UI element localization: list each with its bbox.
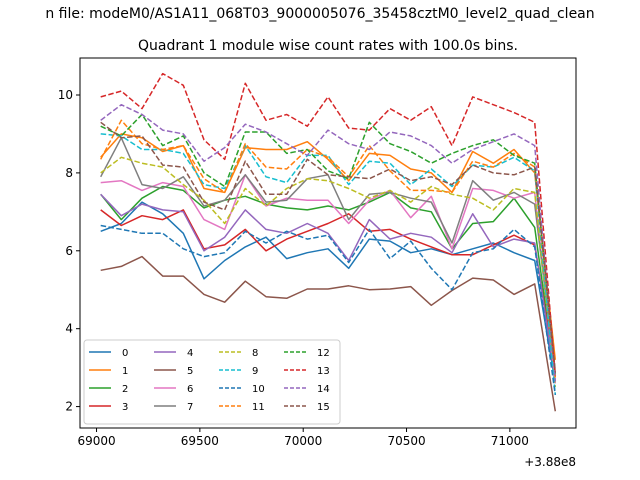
y-tick-label: 8 — [65, 166, 73, 180]
series-4-line — [100, 193, 557, 382]
legend-label-12: 12 — [317, 348, 330, 359]
y-tick-label: 2 — [65, 400, 73, 414]
chart-title: Quadrant 1 module wise count rates with … — [138, 38, 518, 54]
axes-frame — [79, 57, 577, 429]
legend-label-6: 6 — [187, 384, 193, 395]
series-15-line — [100, 121, 557, 372]
figure-suptitle: n file: modeM0/AS1A11_068T03_9000005076_… — [45, 6, 594, 22]
y-tick-label: 10 — [58, 88, 73, 102]
series-11-line — [100, 119, 557, 378]
y-axis: 2 4 6 8 10 — [58, 88, 80, 414]
x-tick-label: 70000 — [284, 434, 322, 448]
series-13-line — [100, 72, 557, 376]
x-tick-label: 70500 — [387, 434, 425, 448]
y-tick-label: 4 — [65, 322, 73, 336]
legend-label-14: 14 — [317, 384, 330, 395]
series-12-line — [100, 113, 557, 374]
series-2-line — [100, 185, 557, 378]
legend-label-1: 1 — [122, 366, 128, 377]
series-6-line — [100, 174, 557, 384]
legend-label-10: 10 — [252, 384, 265, 395]
x-tick-label: 69000 — [77, 434, 115, 448]
legend-label-5: 5 — [187, 366, 193, 377]
x-offset-label: +3.88e8 — [524, 455, 576, 469]
series-0-line — [100, 201, 557, 384]
series-9-line — [100, 133, 557, 395]
legend-label-3: 3 — [122, 402, 128, 413]
series-8-line — [100, 156, 557, 388]
legend-label-4: 4 — [187, 348, 193, 359]
y-tick-label: 6 — [65, 244, 73, 258]
legend-label-7: 7 — [187, 402, 193, 413]
x-tick-label: 69500 — [181, 434, 219, 448]
series-1-line — [100, 133, 557, 360]
series-14-line — [100, 103, 557, 382]
legend-label-11: 11 — [252, 402, 265, 413]
plot-lines — [100, 72, 557, 412]
legend-label-8: 8 — [252, 348, 258, 359]
x-tick-label: 71000 — [491, 434, 529, 448]
x-axis: 69000 69500 70000 70500 71000 — [77, 428, 529, 448]
legend-label-15: 15 — [317, 402, 330, 413]
series-5-line — [100, 255, 557, 412]
legend-label-9: 9 — [252, 366, 258, 377]
legend-label-13: 13 — [317, 366, 330, 377]
legend-label-0: 0 — [122, 348, 128, 359]
legend-label-2: 2 — [122, 384, 128, 395]
series-10-line — [100, 224, 557, 396]
legend-box — [83, 339, 341, 425]
